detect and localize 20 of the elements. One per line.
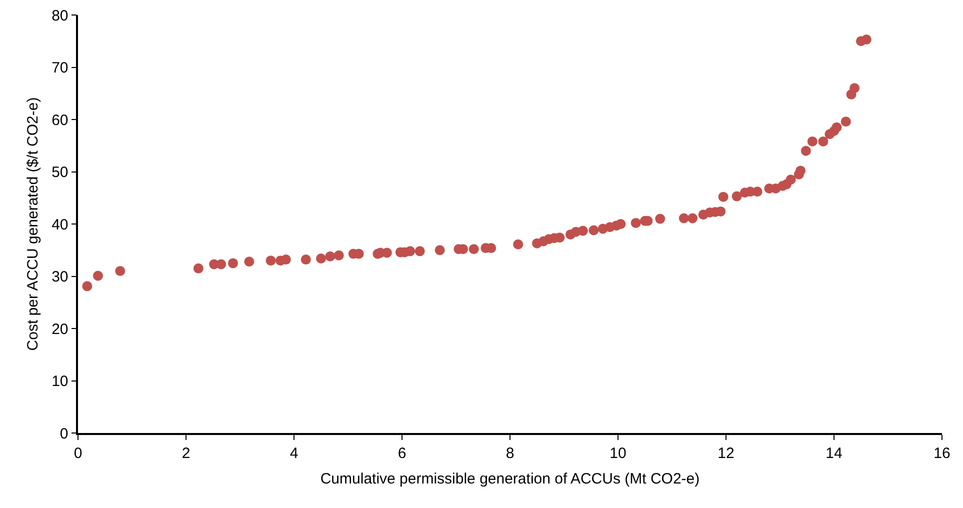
y-tick-label: 40: [52, 216, 68, 234]
x-tick-label: 4: [290, 444, 298, 462]
x-tick-label: 8: [506, 444, 514, 462]
x-tick-label: 12: [718, 444, 734, 462]
y-tick-label: 10: [52, 373, 68, 390]
x-tick-label: 16: [934, 444, 950, 462]
y-tick-label: 70: [52, 60, 68, 76]
x-axis-title: Cumulative permissible generation of ACCUs (Mt CO2-e): [320, 470, 700, 488]
y-tick-label: 30: [52, 268, 68, 286]
x-tick-label: 14: [826, 444, 842, 462]
x-tick-label: 6: [398, 444, 406, 462]
y-tick-label: 0: [60, 425, 68, 442]
y-tick-label: 60: [52, 112, 68, 129]
y-axis-title: Cost per ACCU generated ($/t CO2-e): [24, 97, 42, 351]
y-tick-label: 50: [52, 164, 68, 181]
y-tick-label: 80: [52, 7, 68, 24]
x-tick-label: 10: [610, 444, 626, 462]
x-tick-label: 2: [182, 444, 190, 462]
y-tick-label: 20: [52, 320, 68, 338]
x-tick-label: 0: [74, 444, 82, 462]
